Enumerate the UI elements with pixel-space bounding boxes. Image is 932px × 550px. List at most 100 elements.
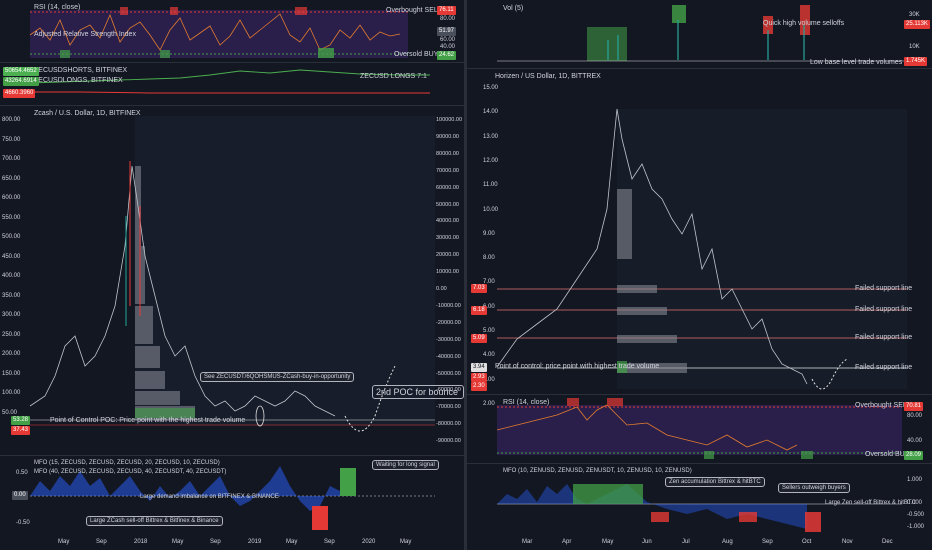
zen-tag-5: 2.93 <box>471 373 487 382</box>
left-shorts-title1: ZECUSDSHORTS, BITFINEX <box>34 67 128 74</box>
left-time-tick-8: 2020 <box>362 539 376 545</box>
zen-left-tick-1: 14.00 <box>483 109 499 116</box>
left-chart-area: RSI (14, close) Adjusted Relative Streng… <box>0 0 464 550</box>
zen-tag-3: 5.09 <box>471 334 487 343</box>
right-vol-tag2: 1.745K <box>904 57 928 66</box>
left-mfo-title1: MFO (15, ZECUSD, ZECUSD, ZECUSD, 20, ZEC… <box>34 460 220 466</box>
left-rsi-oversold: Oversold BUY <box>394 51 439 58</box>
left-mfo-panel <box>30 466 435 530</box>
zen-title: Horizen / US Dollar, 1D, BITTREX <box>495 73 601 80</box>
right-time-tick-6: Sep <box>762 539 773 545</box>
zec-right-tick-1: 90000.00 <box>436 133 459 140</box>
zec-left-tick-13: 150.00 <box>2 370 21 377</box>
left-sep-3 <box>0 455 464 456</box>
zec-price-line <box>29 165 336 417</box>
right-time-tick-2: May <box>602 539 614 545</box>
zec-right-tick-15: -50000.00 <box>436 370 461 377</box>
zec-candles <box>125 161 141 326</box>
zec-left-tick-3: 650.00 <box>2 175 21 182</box>
zec-right-tick-13: -30000.00 <box>436 336 461 343</box>
left-rsi-line <box>29 13 401 51</box>
left-rsi-tag-mid: 51.97 <box>437 27 457 36</box>
zec-right-tick-19: -90000.00 <box>436 438 461 445</box>
left-mfo-axis-1: 0.50 <box>16 470 28 476</box>
center-divider <box>464 0 467 550</box>
right-vol-title: Vol (5) <box>503 5 524 12</box>
zen-poc-label: Point of control: price point with highe… <box>495 363 660 370</box>
zen-left-tick-0: 15.00 <box>483 85 499 91</box>
left-shorts-tag-3: 4660.3960 <box>3 89 36 98</box>
right-vol-axis-30k: 30K <box>909 12 920 18</box>
left-rsi-axis-80: 80.00 <box>440 16 456 22</box>
zec-right-tick-11: -10000.00 <box>436 302 461 309</box>
right-mfo-axis-2: 0.000 <box>907 500 923 506</box>
zen-left-tick-11: 4.00 <box>483 352 495 359</box>
zec-left-tick-12: 200.00 <box>2 351 21 357</box>
zen-left-tick-12: 3.00 <box>483 376 495 383</box>
left-shorts-annotation: ZECUSD LONGS 7:1 <box>360 73 427 80</box>
left-time-tick-3: May <box>172 539 184 545</box>
zen-support-1: Failed support line <box>855 285 913 292</box>
zen-left-tick-5: 10.00 <box>483 206 499 213</box>
zec-left-tick-6: 500.00 <box>2 234 21 240</box>
zec-left-tick-5: 550.00 <box>2 214 21 221</box>
zec-right-tick-10: 0.00 <box>436 286 447 292</box>
zec-left-tick-0: 800.00 <box>2 117 21 123</box>
left-shorts-panel <box>29 69 430 94</box>
left-rsi-title: RSI (14, close) <box>34 4 81 11</box>
zec-right-tick-6: 40000.00 <box>436 218 459 225</box>
zec-left-tick-14: 100.00 <box>2 390 21 396</box>
zec-right-tick-8: 20000.00 <box>436 252 459 259</box>
right-sep-1 <box>467 68 932 69</box>
zec-right-tick-12: -20000.00 <box>436 319 461 326</box>
zec-title: Zcash / U.S. Dollar, 1D, BITFINEX <box>34 110 141 117</box>
right-vol-panel <box>497 5 907 62</box>
zec-left-tick-9: 350.00 <box>2 292 21 299</box>
right-time-tick-9: Dec <box>882 539 893 545</box>
zen-support-2: Failed support line <box>855 306 913 313</box>
right-rsi-panel <box>496 398 902 459</box>
zec-right-tick-18: -80000.00 <box>436 421 461 428</box>
zec-left-tick-2: 700.00 <box>2 156 21 162</box>
right-vol-tag: 25.113K <box>904 20 930 29</box>
right-vol-label2: Low base level trade volumes <box>810 59 903 66</box>
left-rsi-overbought: Overbought SELL <box>386 7 442 14</box>
right-time-tick-1: Apr <box>562 539 572 545</box>
right-mfo-title: MFO (10, ZENUSD, ZENUSD, ZENUSDT, 10, ZE… <box>503 468 692 474</box>
zec-price-chart <box>29 116 435 432</box>
right-rsi-axis-80: 80.00 <box>907 413 923 419</box>
zen-left-tick-13: 2.00 <box>483 400 495 407</box>
right-rsi-overbought: Overbought SELL <box>855 402 911 409</box>
right-time-tick-7: Oct <box>802 539 812 545</box>
right-mfo-callout-selloff: Large Zen sell-off Bittrex & hitBTC <box>825 500 916 506</box>
zec-price-tag-2: 37.43 <box>11 426 31 435</box>
right-sep-2 <box>467 394 932 395</box>
left-shorts-tag-1: 50654.4652 <box>3 67 39 76</box>
zec-right-tick-9: 10000.00 <box>436 269 459 276</box>
left-mfo-title2: MFO (40, ZECUSD, ZECUSD, ZECUSD, 40, ZEC… <box>34 469 227 475</box>
zec-left-tick-15: 50.00 <box>2 409 18 416</box>
left-time-tick-2: 2018 <box>134 539 148 545</box>
zec-left-tick-11: 250.00 <box>2 331 21 338</box>
left-time-tick-4: Sep <box>210 539 221 545</box>
zec-right-tick-17: -70000.00 <box>436 404 461 411</box>
zec-right-tick-14: -40000.00 <box>436 353 461 360</box>
left-shorts-tag-2: 43264.6914 <box>3 77 39 86</box>
left-time-tick-1: Sep <box>96 539 107 545</box>
zen-support-3: Failed support line <box>855 334 913 341</box>
right-rsi-tag-ob: 70.81 <box>904 402 924 411</box>
right-mfo-panel <box>497 484 902 532</box>
zec-right-tick-7: 30000.00 <box>436 235 459 242</box>
zec-left-tick-10: 300.00 <box>2 312 21 318</box>
left-time-tick-0: May <box>58 539 70 545</box>
zen-price-line <box>496 108 808 385</box>
right-vol-label1: Quick high volume selloffs <box>763 20 845 27</box>
zen-tag-4: 3.94 <box>471 363 487 372</box>
left-rsi-tag-ob: 76.11 <box>437 6 456 15</box>
zen-left-tick-2: 13.00 <box>483 133 499 140</box>
left-mfo-callout-sell: Large ZCash sell-off Bittrex & Bitfinex … <box>86 516 223 526</box>
zec-left-tick-8: 400.00 <box>2 273 21 279</box>
right-rsi-axis-40: 40.00 <box>907 438 923 444</box>
right-sep-3 <box>467 463 932 464</box>
zen-left-tick-10: 5.00 <box>483 328 495 334</box>
